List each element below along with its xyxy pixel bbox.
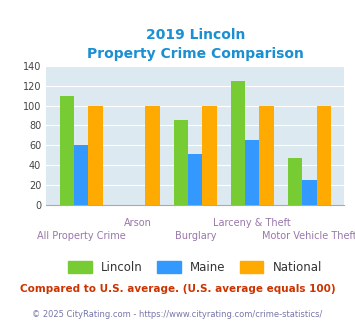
Bar	[60, 96, 74, 205]
Bar	[245, 140, 260, 205]
Bar	[260, 106, 274, 205]
Text: All Property Crime: All Property Crime	[37, 231, 125, 241]
Bar	[74, 145, 88, 205]
Bar	[288, 158, 302, 205]
Bar	[231, 81, 245, 205]
Bar	[88, 106, 103, 205]
Title: 2019 Lincoln
Property Crime Comparison: 2019 Lincoln Property Crime Comparison	[87, 28, 304, 61]
Text: Arson: Arson	[124, 218, 152, 228]
Text: Motor Vehicle Theft: Motor Vehicle Theft	[262, 231, 355, 241]
Bar	[302, 180, 317, 205]
Legend: Lincoln, Maine, National: Lincoln, Maine, National	[64, 256, 327, 279]
Text: Compared to U.S. average. (U.S. average equals 100): Compared to U.S. average. (U.S. average …	[20, 284, 335, 294]
Text: © 2025 CityRating.com - https://www.cityrating.com/crime-statistics/: © 2025 CityRating.com - https://www.city…	[32, 310, 323, 319]
Text: Larceny & Theft: Larceny & Theft	[213, 218, 291, 228]
Text: Burglary: Burglary	[175, 231, 216, 241]
Bar	[145, 106, 160, 205]
Bar	[202, 106, 217, 205]
Bar	[317, 106, 331, 205]
Bar	[174, 120, 188, 205]
Bar	[188, 154, 202, 205]
